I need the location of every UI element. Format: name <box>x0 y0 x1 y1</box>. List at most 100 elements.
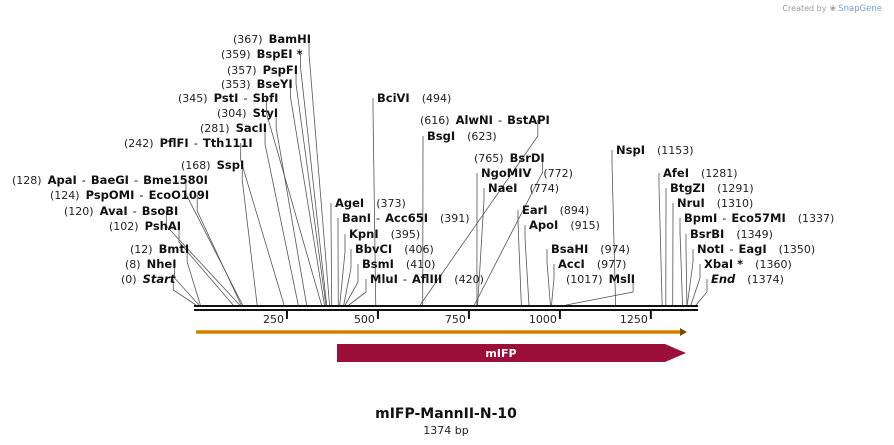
site-enzyme-2: EcoO109I <box>149 188 210 202</box>
site-enzyme: AvaI <box>100 204 128 218</box>
site-position: (974) <box>600 243 630 256</box>
restriction-site[interactable]: (0) Start <box>121 272 176 286</box>
feature-mifp[interactable]: mIFP <box>337 344 686 362</box>
site-enzyme: KpnI <box>349 227 379 241</box>
restriction-site[interactable]: BtgZI (1291) <box>670 181 754 195</box>
restriction-site[interactable]: End (1374) <box>711 272 784 286</box>
restriction-site[interactable]: XbaI * (1360) <box>704 257 792 271</box>
site-label: (1017) MslI <box>566 272 635 286</box>
site-enzyme: SspI <box>217 158 245 172</box>
orf-arrow[interactable] <box>196 328 687 336</box>
credit: Created by ❀ SnapGene <box>782 4 882 14</box>
site-leader <box>165 211 240 306</box>
restriction-site[interactable]: (128) ApaI - BaeGI - Bme1580I <box>12 173 208 187</box>
site-label: (765) BsrDI <box>474 151 545 165</box>
restriction-site[interactable]: NaeI (774) <box>488 181 559 195</box>
restriction-site[interactable]: (304) StyI <box>217 106 278 120</box>
restriction-site[interactable]: (12) BmtI <box>130 242 189 256</box>
site-separator: - <box>82 173 86 187</box>
site-label: (281) SacII <box>200 121 267 135</box>
site-leader <box>196 195 242 306</box>
restriction-site[interactable]: AgeI (373) <box>335 196 406 210</box>
restriction-site[interactable]: (367) BamHI <box>233 32 311 46</box>
site-enzyme: End <box>711 272 736 286</box>
site-position: (391) <box>440 212 470 225</box>
restriction-site[interactable]: AccI (977) <box>558 257 626 271</box>
restriction-site[interactable]: EarI (894) <box>522 203 589 217</box>
restriction-site[interactable]: BsrBI (1349) <box>690 227 773 241</box>
restriction-site[interactable]: BsaHI (974) <box>551 242 630 256</box>
restriction-site[interactable]: BsgI (623) <box>427 129 497 143</box>
site-enzyme: AfeI <box>663 166 689 180</box>
site-leader <box>174 264 200 306</box>
site-position: (616) <box>420 114 450 127</box>
site-position: (420) <box>454 273 484 286</box>
site-position: (304) <box>217 107 247 120</box>
site-position: (1350) <box>779 243 816 256</box>
site-enzyme-2: BaeGI <box>91 173 129 187</box>
restriction-site[interactable]: (353) BseYI <box>221 77 293 91</box>
site-label: EarI (894) <box>522 203 589 217</box>
restriction-site[interactable]: (765) BsrDI <box>474 151 545 165</box>
restriction-site[interactable]: (102) PshAI <box>109 219 181 233</box>
restriction-site[interactable]: (359) BspEI * <box>221 47 303 61</box>
restriction-site[interactable]: BsmI (410) <box>362 257 435 271</box>
restriction-site[interactable]: NspI (1153) <box>616 143 694 157</box>
site-enzyme: SacII <box>236 121 267 135</box>
restriction-site[interactable]: (1017) MslI <box>566 272 635 286</box>
restriction-site[interactable]: MluI - AflIII (420) <box>370 272 484 286</box>
site-position: (373) <box>376 197 406 210</box>
restriction-site[interactable]: (281) SacII <box>200 121 267 135</box>
site-enzyme: NgoMIV <box>481 166 531 180</box>
site-position: (406) <box>404 243 434 256</box>
restriction-site[interactable]: (120) AvaI - BsoBI <box>64 204 178 218</box>
site-position: (1349) <box>736 228 773 241</box>
restriction-site[interactable]: NruI (1310) <box>677 196 753 210</box>
restriction-site[interactable]: (345) PstI - SbfI <box>178 91 278 105</box>
restriction-site[interactable]: NgoMIV (772) <box>481 166 573 180</box>
site-position: (120) <box>64 205 94 218</box>
restriction-site[interactable]: KpnI (395) <box>349 227 420 241</box>
site-label: AgeI (373) <box>335 196 406 210</box>
site-leader <box>679 218 683 306</box>
tick-label: 250 <box>263 313 284 326</box>
site-label: (12) BmtI <box>130 242 189 256</box>
site-position: (774) <box>529 182 559 195</box>
site-label: BciVI (494) <box>377 91 451 105</box>
restriction-site[interactable]: (124) PspOMI - EcoO109I <box>50 188 209 202</box>
site-leader <box>241 165 258 306</box>
restriction-site[interactable]: (616) AlwNI - BstAPI <box>420 113 550 127</box>
site-enzyme: ApaI <box>48 173 77 187</box>
site-enzyme: BsrBI <box>690 227 724 241</box>
restriction-site[interactable]: BanI - Acc65I (391) <box>342 211 470 225</box>
site-label: (353) BseYI <box>221 77 293 91</box>
site-leader <box>348 279 367 306</box>
site-separator: - <box>729 242 733 256</box>
site-label: BpmI - Eco57MI (1337) <box>684 211 834 225</box>
restriction-site[interactable]: BciVI (494) <box>377 91 451 105</box>
restriction-site[interactable]: AfeI (1281) <box>663 166 738 180</box>
restriction-site[interactable]: (242) PflFI - Tth111I <box>124 136 253 150</box>
site-enzyme-2: Tth111I <box>203 136 253 150</box>
site-leader <box>308 39 330 306</box>
site-leader <box>264 128 299 306</box>
restriction-site[interactable]: (357) PspFI <box>227 63 298 77</box>
site-position: (345) <box>178 92 208 105</box>
restriction-site[interactable]: BbvCI (406) <box>355 242 434 256</box>
restriction-site[interactable]: NotI - EagI (1350) <box>697 242 815 256</box>
site-position: (1337) <box>798 212 835 225</box>
restriction-site[interactable]: ApoI (915) <box>529 218 600 232</box>
site-enzyme: PshAI <box>145 219 181 233</box>
site-leader <box>419 120 539 306</box>
restriction-site[interactable]: (8) NheI <box>125 257 176 271</box>
site-position: (894) <box>560 204 590 217</box>
site-enzyme: PspFI <box>263 63 298 77</box>
site-leader <box>266 98 322 306</box>
site-separator: - <box>243 91 247 105</box>
site-enzyme: AlwNI <box>456 113 493 127</box>
restriction-site[interactable]: BpmI - Eco57MI (1337) <box>684 211 834 225</box>
restriction-site[interactable]: (168) SspI <box>181 158 244 172</box>
site-enzyme: BseYI <box>257 77 293 91</box>
site-leader <box>186 249 201 306</box>
site-label: BanI - Acc65I (391) <box>342 211 470 225</box>
